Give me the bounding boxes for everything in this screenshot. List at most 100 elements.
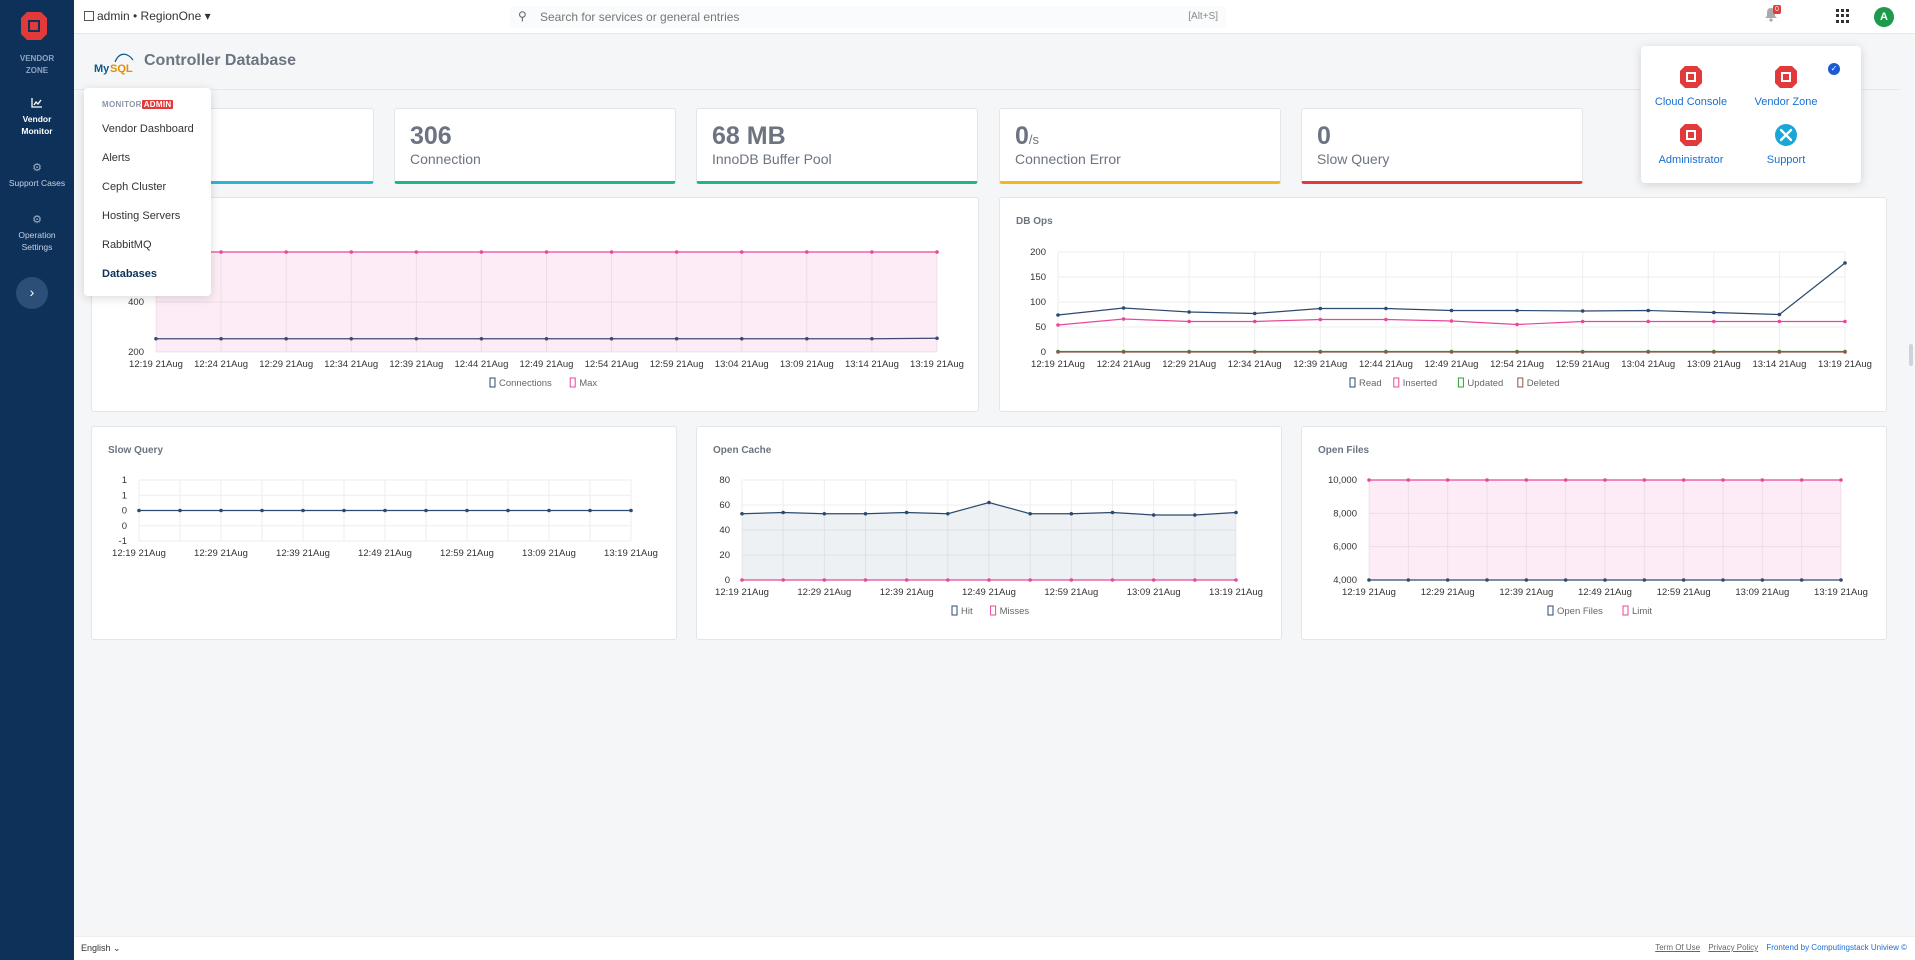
language-selector[interactable]: English ⌄: [81, 943, 121, 954]
app-grid-button[interactable]: [1836, 9, 1850, 23]
page-header: My SQL Controller Database: [74, 40, 1900, 90]
data-point: [609, 250, 614, 254]
app-administrator[interactable]: Administrator: [1646, 124, 1736, 168]
data-point: [805, 250, 809, 254]
menu-item-alerts[interactable]: Alerts: [102, 152, 131, 164]
data-point: [987, 578, 991, 582]
data-point: [1799, 578, 1804, 582]
x-tick-label: 12:59 21Aug: [1556, 359, 1610, 370]
series-area: [1369, 480, 1841, 580]
data-point: [1384, 306, 1388, 311]
menu-header-label: MONITOR: [102, 100, 142, 109]
x-tick-label: 13:09 21Aug: [522, 548, 576, 559]
data-point: [1193, 513, 1197, 517]
data-point: [1318, 317, 1323, 322]
avatar[interactable]: A: [1874, 7, 1894, 27]
legend-swatch: [1622, 605, 1629, 616]
data-point: [1642, 578, 1647, 582]
data-point: [1445, 578, 1450, 582]
x-tick-label: 12:49 21Aug: [1578, 587, 1632, 598]
legend-label: Connections: [499, 378, 552, 389]
app-vendor-zone[interactable]: Vendor Zone: [1741, 66, 1831, 110]
y-tick-label: 0: [122, 521, 127, 532]
x-tick-label: 13:19 21Aug: [1818, 359, 1872, 370]
db-ops-chart: 0 50 100 150 200 12:19 21Aug 12:24 21Aug 12:29 …: [1030, 247, 1872, 389]
footer: English ⌄ Term Of Use Privacy Policy Fro…: [74, 936, 1915, 960]
app-switcher: Cloud Console Vendor Zone ✓ Administrato…: [1641, 46, 1861, 183]
sidebar-item-support-cases[interactable]: ⚙ Support Cases: [0, 162, 74, 189]
data-point: [349, 250, 354, 254]
stat-value: 0/s: [1015, 122, 1040, 150]
page-title: Controller Database: [144, 52, 297, 69]
vendor-logo[interactable]: [21, 12, 47, 40]
vendor-zone-icon: [1775, 66, 1797, 88]
svg-text:SQL: SQL: [110, 63, 133, 75]
stat-card-slow-query: 0 Slow Query: [1301, 108, 1583, 184]
data-point: [1187, 310, 1191, 314]
data-point: [1069, 511, 1074, 516]
data-point: [1384, 350, 1388, 354]
x-tick-label: 12:29 21Aug: [797, 587, 851, 598]
sidebar-item-label: Vendor: [22, 114, 52, 124]
data-point: [1646, 308, 1651, 313]
legend-swatch: [1457, 377, 1464, 388]
data-point: [1681, 478, 1686, 482]
data-point: [1151, 513, 1156, 517]
data-point: [1843, 319, 1847, 324]
slow-query-chart: -1 0 0 1 1 12:19 21Aug 12:29 21Aug 12:39 21Aug 1…: [112, 475, 658, 559]
privacy-link[interactable]: Privacy Policy: [1708, 943, 1759, 952]
zone-label-line-2: ZONE: [25, 66, 49, 75]
menu-item-databases[interactable]: Databases: [102, 268, 158, 280]
data-point: [284, 336, 288, 341]
x-tick-label: 13:09 21Aug: [780, 359, 834, 370]
data-point: [781, 510, 785, 515]
x-tick-label: 12:54 21Aug: [585, 359, 639, 370]
x-tick-label: 13:09 21Aug: [1687, 359, 1741, 370]
y-tick-label: 50: [1035, 322, 1046, 333]
search-icon: ⚲: [518, 9, 527, 23]
menu-item-ceph-cluster[interactable]: Ceph Cluster: [102, 181, 167, 193]
y-tick-label: 200: [1030, 247, 1046, 258]
legend-swatch: [489, 377, 496, 388]
sidebar-expand-button[interactable]: ›: [16, 277, 48, 309]
menu-item-vendor-dashboard[interactable]: Vendor Dashboard: [102, 123, 194, 135]
data-point: [1121, 317, 1126, 321]
x-tick-label: 13:09 21Aug: [1127, 587, 1181, 598]
region-label: admin • RegionOne: [97, 9, 202, 23]
search-input[interactable]: [540, 8, 1100, 26]
data-point: [935, 250, 939, 254]
monitor-menu: MONITOR ADMIN Vendor Dashboard Alerts Cep…: [84, 88, 211, 296]
x-tick-label: 12:59 21Aug: [650, 359, 704, 370]
sidebar-item-operation-settings[interactable]: ⚙ Operation Settings: [0, 214, 74, 253]
data-point: [1121, 350, 1126, 354]
notification-bell[interactable]: 0: [1764, 5, 1781, 26]
menu-item-rabbitmq[interactable]: RabbitMQ: [102, 239, 152, 251]
sidebar-item-label: Settings: [21, 242, 53, 252]
data-point: [674, 336, 679, 341]
data-point: [822, 578, 827, 582]
support-tools-icon: [1775, 124, 1797, 146]
data-point: [1580, 319, 1585, 324]
y-tick-label: 6,000: [1333, 542, 1357, 553]
app-cloud-console[interactable]: Cloud Console: [1646, 66, 1736, 110]
region-selector[interactable]: admin • RegionOne ▾: [84, 9, 211, 23]
page-scrollbar[interactable]: [1909, 344, 1913, 366]
data-point: [1580, 309, 1585, 313]
data-point: [349, 336, 354, 341]
data-point: [1069, 578, 1074, 582]
data-point: [740, 511, 744, 516]
data-point: [1603, 478, 1607, 482]
legend-label: Limit: [1632, 606, 1652, 617]
stat-card-connection: 306 Connection: [394, 108, 676, 184]
app-support[interactable]: Support: [1741, 124, 1831, 168]
stat-label: Connection: [410, 151, 481, 167]
admin-badge: ADMIN: [141, 100, 174, 109]
terms-link[interactable]: Term Of Use: [1655, 943, 1701, 952]
data-point: [805, 336, 809, 341]
y-tick-label: 60: [719, 500, 730, 511]
data-point: [1524, 578, 1529, 582]
menu-item-hosting-servers[interactable]: Hosting Servers: [102, 210, 181, 222]
data-point: [739, 336, 744, 341]
data-point: [629, 508, 633, 513]
sidebar-item-vendor-monitor[interactable]: Vendor Monitor: [0, 98, 74, 137]
